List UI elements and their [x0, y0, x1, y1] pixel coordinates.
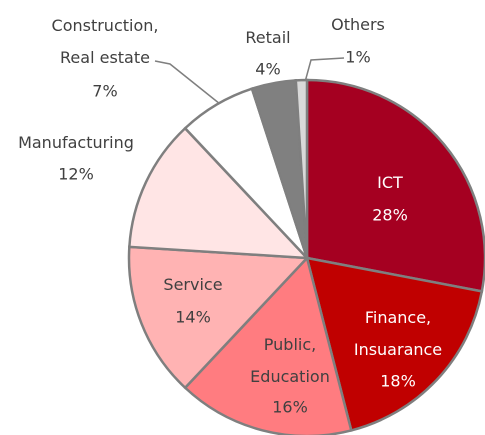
slice-label: Public, Education [250, 335, 330, 386]
slice [128, 126, 311, 260]
slice-label: Service [163, 275, 222, 294]
slice-label: Retail [245, 28, 290, 47]
slices [127, 78, 485, 435]
slice-label: Manufacturing [18, 133, 134, 152]
value-label: 14% [175, 308, 211, 327]
value-label: 28% [372, 206, 408, 225]
slice [127, 245, 310, 390]
slice-label: Finance, Insuarance [354, 308, 442, 359]
slice-label: ICT [377, 173, 403, 192]
slice-label: Others [331, 15, 385, 34]
value-label: 18% [380, 372, 416, 391]
slice [183, 255, 353, 435]
slice-label: Construction, Real estate [52, 16, 159, 67]
leader-line [154, 60, 221, 105]
value-label: 7% [92, 82, 117, 101]
leader-line [304, 57, 345, 83]
slice [294, 78, 309, 259]
value-label: 16% [272, 398, 308, 417]
value-label: 4% [255, 60, 280, 79]
value-label: 1% [345, 48, 370, 67]
value-label: 12% [58, 165, 94, 184]
slice [305, 256, 484, 432]
